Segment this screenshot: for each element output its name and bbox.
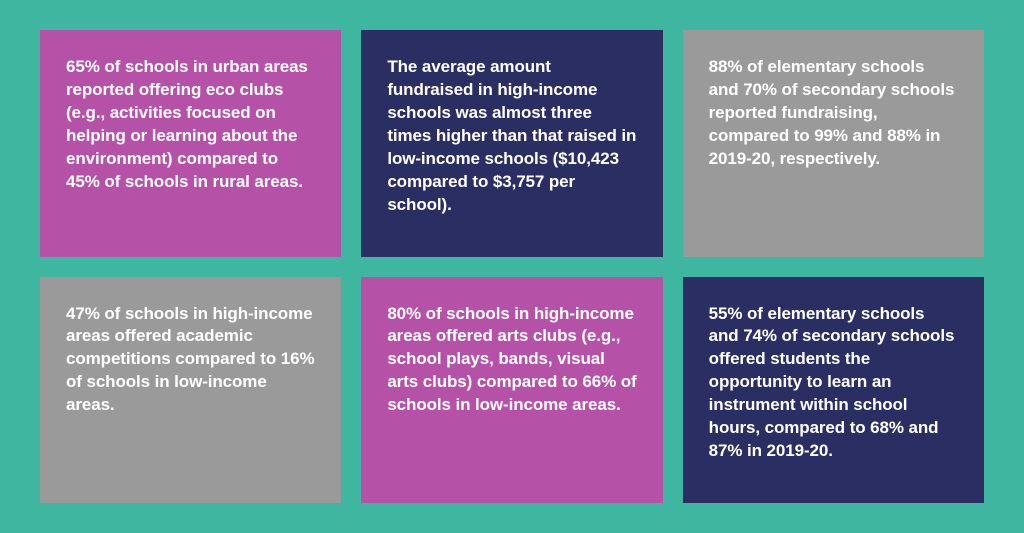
stat-card: 47% of schools in high-income areas offe… [40,277,341,504]
stat-card: 65% of schools in urban areas reported o… [40,30,341,257]
stat-text: 55% of elementary schools and 74% of sec… [709,303,958,464]
stat-text: 80% of schools in high-income areas offe… [387,303,636,418]
stat-card: 80% of schools in high-income areas offe… [361,277,662,504]
stat-card: 88% of elementary schools and 70% of sec… [683,30,984,257]
stat-text: 88% of elementary schools and 70% of sec… [709,56,958,171]
stat-text: 47% of schools in high-income areas offe… [66,303,315,418]
stat-text: The average amount fundraised in high-in… [387,56,636,217]
stat-text: 65% of schools in urban areas reported o… [66,56,315,194]
infographic-grid: 65% of schools in urban areas reported o… [0,0,1024,533]
stat-card: The average amount fundraised in high-in… [361,30,662,257]
stat-card: 55% of elementary schools and 74% of sec… [683,277,984,504]
